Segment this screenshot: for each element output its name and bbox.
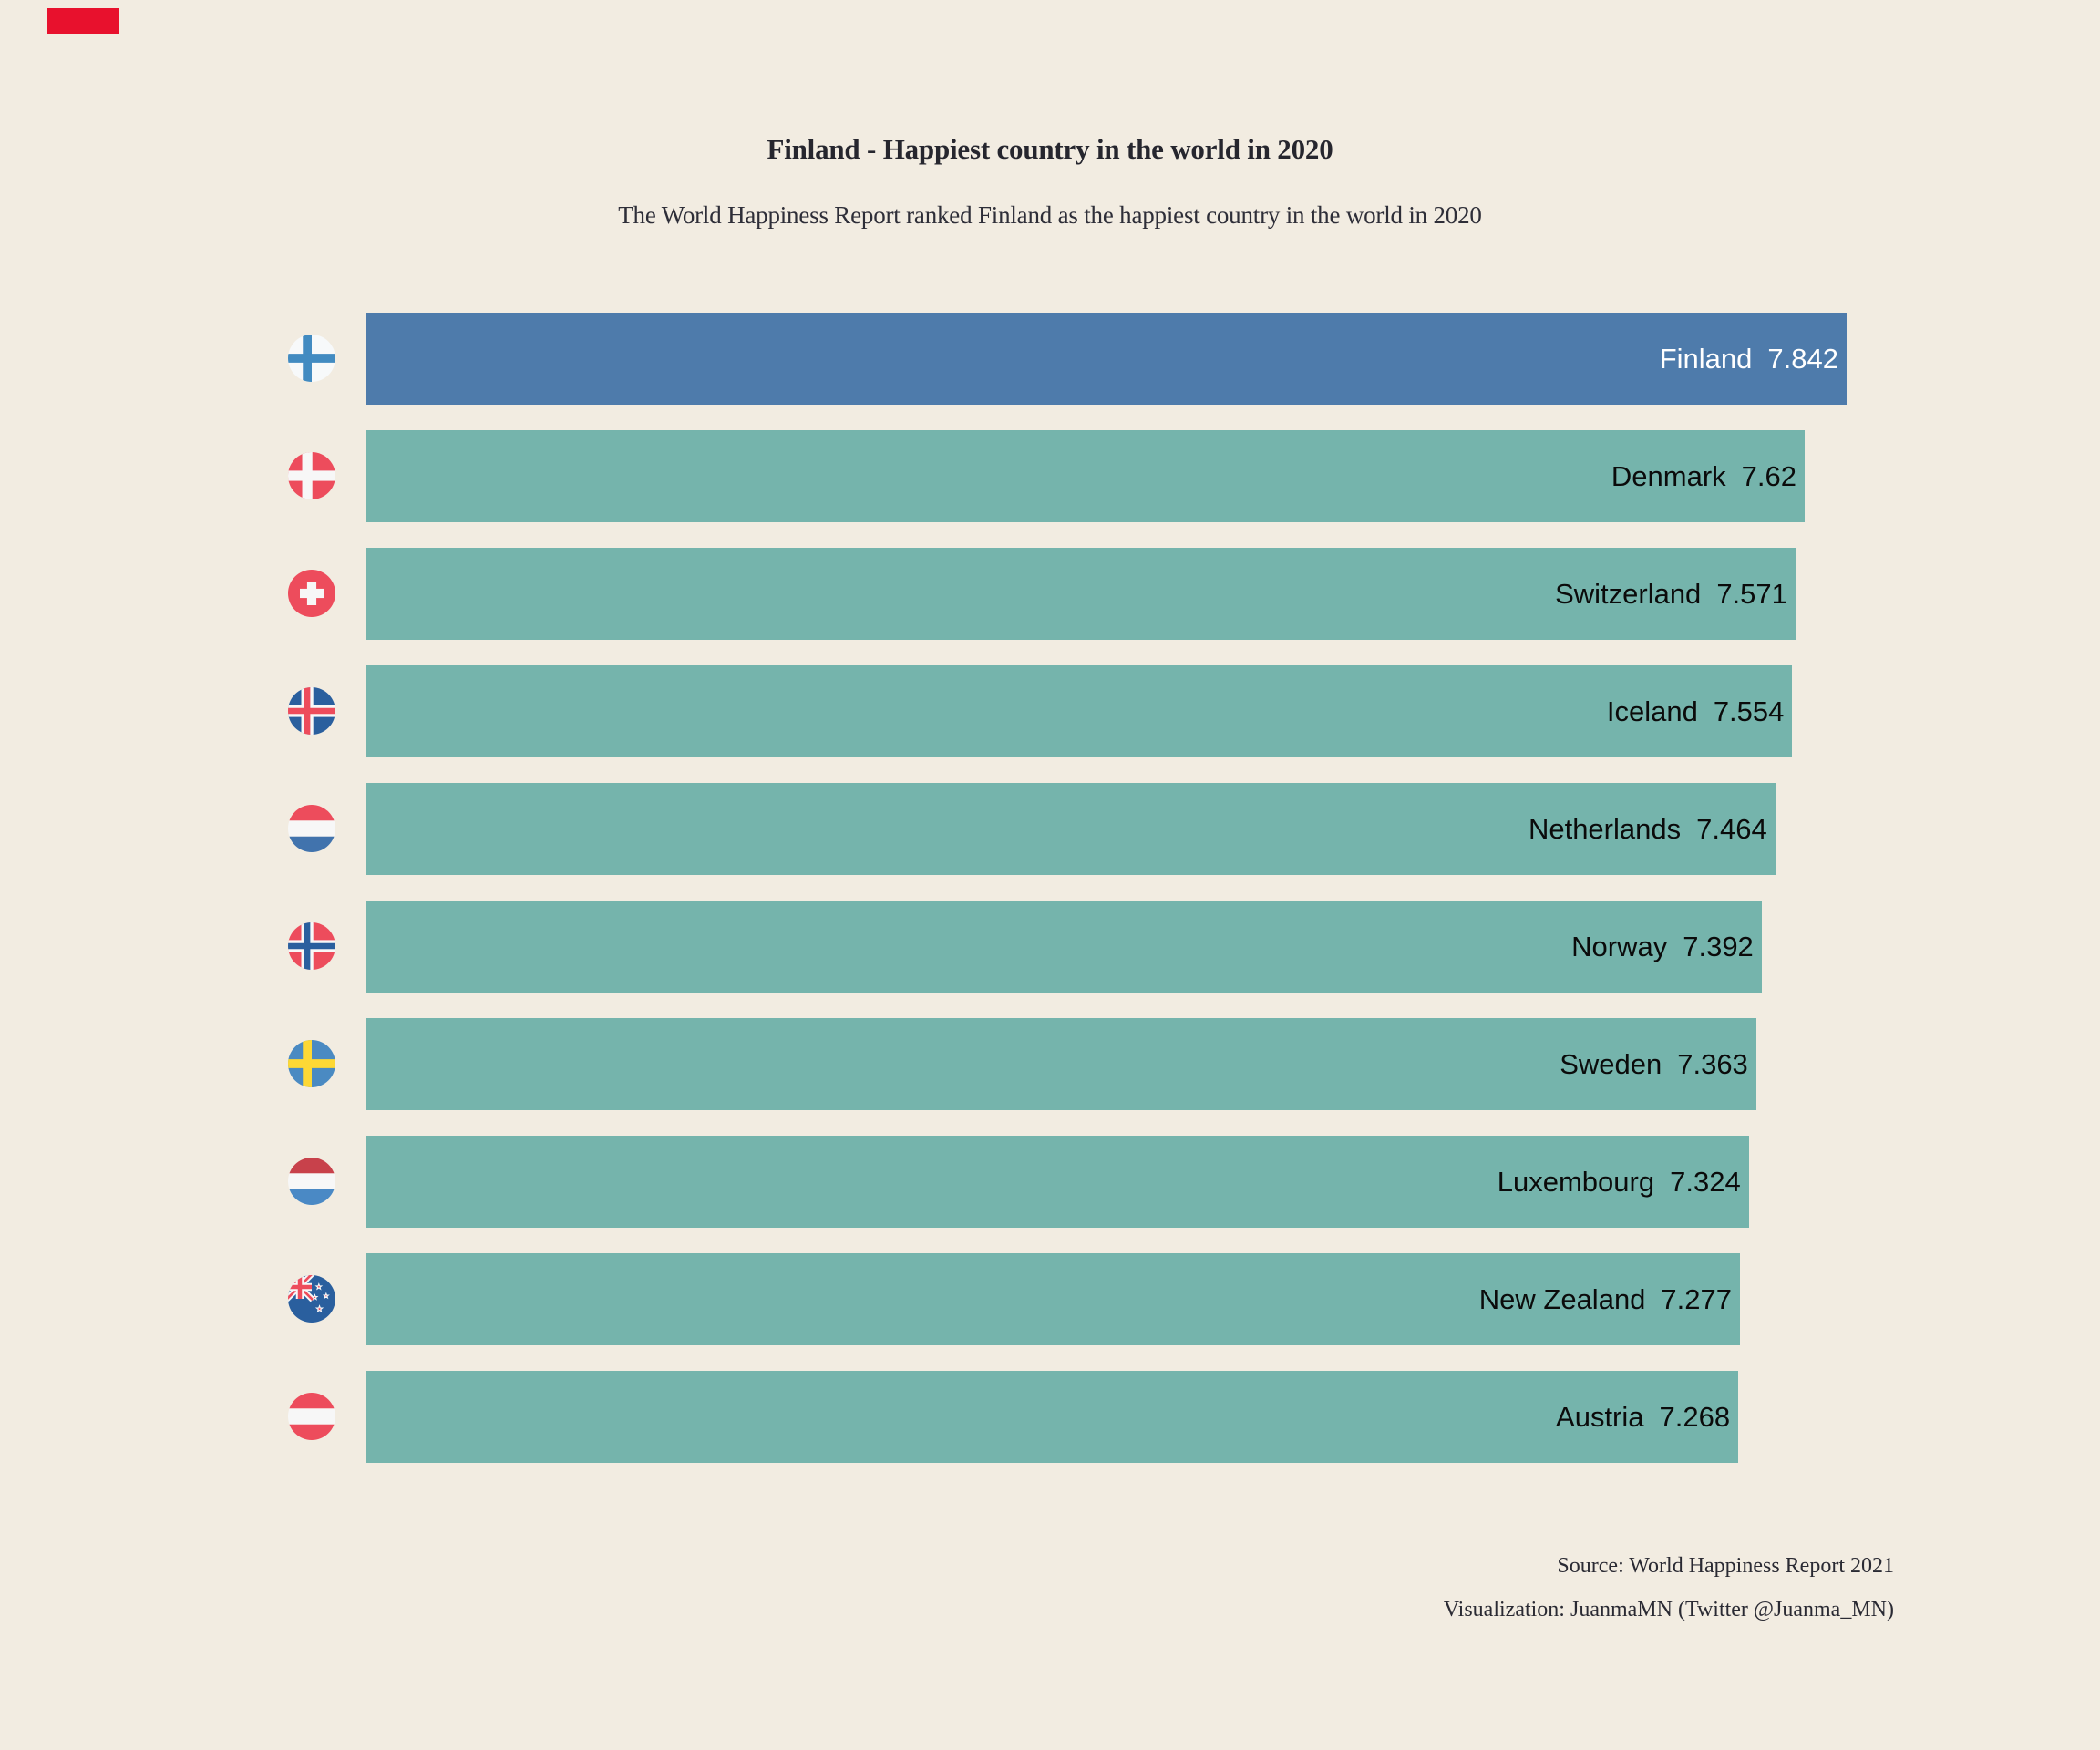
bar-label: Iceland 7.554 xyxy=(1607,695,1785,728)
country-score: 7.268 xyxy=(1659,1400,1731,1433)
bar-label: Switzerland 7.571 xyxy=(1555,578,1787,611)
country-name: Iceland xyxy=(1606,695,1698,727)
bar-iceland: Iceland 7.554 xyxy=(366,665,1793,757)
chart-row-luxembourg: Luxembourg 7.324 xyxy=(288,1136,1847,1228)
norway-flag-icon xyxy=(288,922,335,970)
denmark-flag-icon xyxy=(288,452,335,499)
country-score: 7.842 xyxy=(1767,342,1838,375)
switzerland-flag-icon xyxy=(288,570,335,617)
bar-label: Luxembourg 7.324 xyxy=(1498,1166,1741,1199)
footer: Source: World Happiness Report 2021 Visu… xyxy=(1444,1544,1894,1632)
bar-label: Netherlands 7.464 xyxy=(1529,813,1767,846)
bar-austria: Austria 7.268 xyxy=(366,1371,1739,1463)
bar-chart: Finland 7.842 Denmark 7.62 Switzerland 7.571 I… xyxy=(288,313,1847,1488)
luxembourg-flag-icon xyxy=(288,1158,335,1205)
country-name: Austria xyxy=(1556,1400,1644,1433)
bar-denmark: Denmark 7.62 xyxy=(366,430,1805,522)
chart-row-iceland: Iceland 7.554 xyxy=(288,665,1847,757)
bar-norway: Norway 7.392 xyxy=(366,901,1762,993)
country-score: 7.571 xyxy=(1716,577,1787,610)
chart-row-austria: Austria 7.268 xyxy=(288,1371,1847,1463)
new-zealand-flag-icon xyxy=(288,1275,335,1323)
bar-label: Sweden 7.363 xyxy=(1560,1048,1748,1081)
country-score: 7.277 xyxy=(1661,1282,1732,1315)
chart-row-norway: Norway 7.392 xyxy=(288,901,1847,993)
country-name: Netherlands xyxy=(1528,812,1682,845)
country-score: 7.363 xyxy=(1677,1047,1748,1080)
country-name: Sweden xyxy=(1560,1047,1662,1080)
country-name: Norway xyxy=(1571,930,1668,962)
country-score: 7.392 xyxy=(1683,930,1754,962)
country-score: 7.324 xyxy=(1670,1165,1741,1198)
country-name: Switzerland xyxy=(1555,577,1702,610)
finland-flag-icon xyxy=(288,335,335,382)
country-score: 7.554 xyxy=(1713,695,1785,727)
visualization-credit: Visualization: JuanmaMN (Twitter @Juanma… xyxy=(1443,1598,1894,1621)
bar-switzerland: Switzerland 7.571 xyxy=(366,548,1796,640)
source-note: Source: World Happiness Report 2021 xyxy=(1557,1554,1894,1578)
bar-new-zealand: New Zealand 7.277 xyxy=(366,1253,1740,1345)
country-name: Denmark xyxy=(1611,459,1726,492)
netherlands-flag-icon xyxy=(288,805,335,852)
chart-row-new-zealand: New Zealand 7.277 xyxy=(288,1253,1847,1345)
chart-row-finland: Finland 7.842 xyxy=(288,313,1847,405)
country-score: 7.62 xyxy=(1741,459,1796,492)
iceland-flag-icon xyxy=(288,687,335,735)
bar-luxembourg: Luxembourg 7.324 xyxy=(366,1136,1749,1228)
bar-label: Denmark 7.62 xyxy=(1611,460,1796,493)
austria-flag-icon xyxy=(288,1393,335,1440)
chart-subtitle: The World Happiness Report ranked Finlan… xyxy=(618,201,1482,229)
chart-row-sweden: Sweden 7.363 xyxy=(288,1018,1847,1110)
chart-title: Finland - Happiest country in the world … xyxy=(767,133,1333,165)
country-score: 7.464 xyxy=(1696,812,1767,845)
country-name: Luxembourg xyxy=(1497,1165,1655,1198)
bar-sweden: Sweden 7.363 xyxy=(366,1018,1756,1110)
corner-marker xyxy=(47,8,119,34)
bar-label: Finland 7.842 xyxy=(1660,343,1838,376)
bar-label: New Zealand 7.277 xyxy=(1479,1283,1732,1316)
bar-netherlands: Netherlands 7.464 xyxy=(366,783,1776,875)
chart-row-denmark: Denmark 7.62 xyxy=(288,430,1847,522)
bar-label: Austria 7.268 xyxy=(1556,1401,1730,1434)
bar-label: Norway 7.392 xyxy=(1571,931,1754,963)
sweden-flag-icon xyxy=(288,1040,335,1087)
bar-finland: Finland 7.842 xyxy=(366,313,1847,405)
country-name: New Zealand xyxy=(1478,1282,1646,1315)
country-name: Finland xyxy=(1659,342,1753,375)
chart-row-netherlands: Netherlands 7.464 xyxy=(288,783,1847,875)
chart-row-switzerland: Switzerland 7.571 xyxy=(288,548,1847,640)
